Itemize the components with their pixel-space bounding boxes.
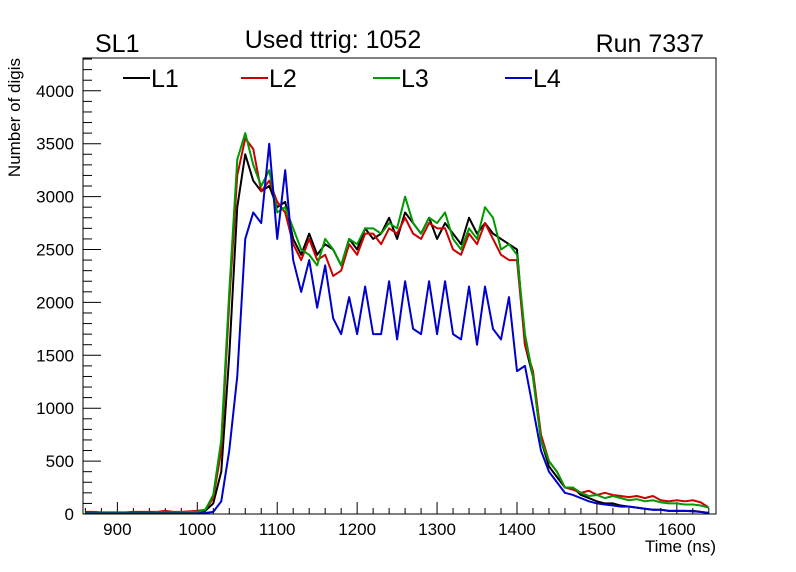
y-tick-label: 500: [46, 452, 74, 471]
chart-title: Used ttrig: 1052: [245, 26, 422, 54]
series-line-l3: [85, 132, 710, 514]
y-tick-label: 2000: [36, 293, 74, 312]
x-tick-label: 1000: [178, 520, 216, 539]
y-tick-label: 3000: [36, 188, 74, 207]
x-tick-label: 1600: [658, 520, 696, 539]
chart-left-label: SL1: [95, 30, 139, 58]
legend-label-l4: L4: [533, 65, 561, 93]
x-tick-label: 1400: [498, 520, 536, 539]
y-tick-label: 4000: [36, 82, 74, 101]
x-tick-label: 1300: [418, 520, 456, 539]
x-tick-label: 1500: [578, 520, 616, 539]
legend-label-l3: L3: [401, 65, 429, 93]
series-line-l4: [85, 142, 709, 515]
series-line-l2: [85, 137, 710, 514]
plot-frame: [82, 57, 717, 515]
chart-right-label: Run 7337: [596, 30, 704, 58]
y-tick-label: 1000: [36, 399, 74, 418]
x-tick-label: 1100: [259, 520, 296, 539]
y-tick-label: 2500: [36, 240, 74, 259]
legend-label-l2: L2: [269, 65, 297, 93]
y-tick-label: 0: [65, 505, 74, 524]
legend-label-l1: L1: [151, 65, 179, 93]
y-tick-label: 3500: [36, 135, 74, 154]
y-tick-label: 1500: [36, 346, 74, 365]
y-axis-label: Number of digis: [5, 58, 24, 177]
x-tick-label: 1200: [338, 520, 376, 539]
x-axis-label: Time (ns): [645, 537, 716, 556]
x-tick-label: 900: [103, 520, 131, 539]
